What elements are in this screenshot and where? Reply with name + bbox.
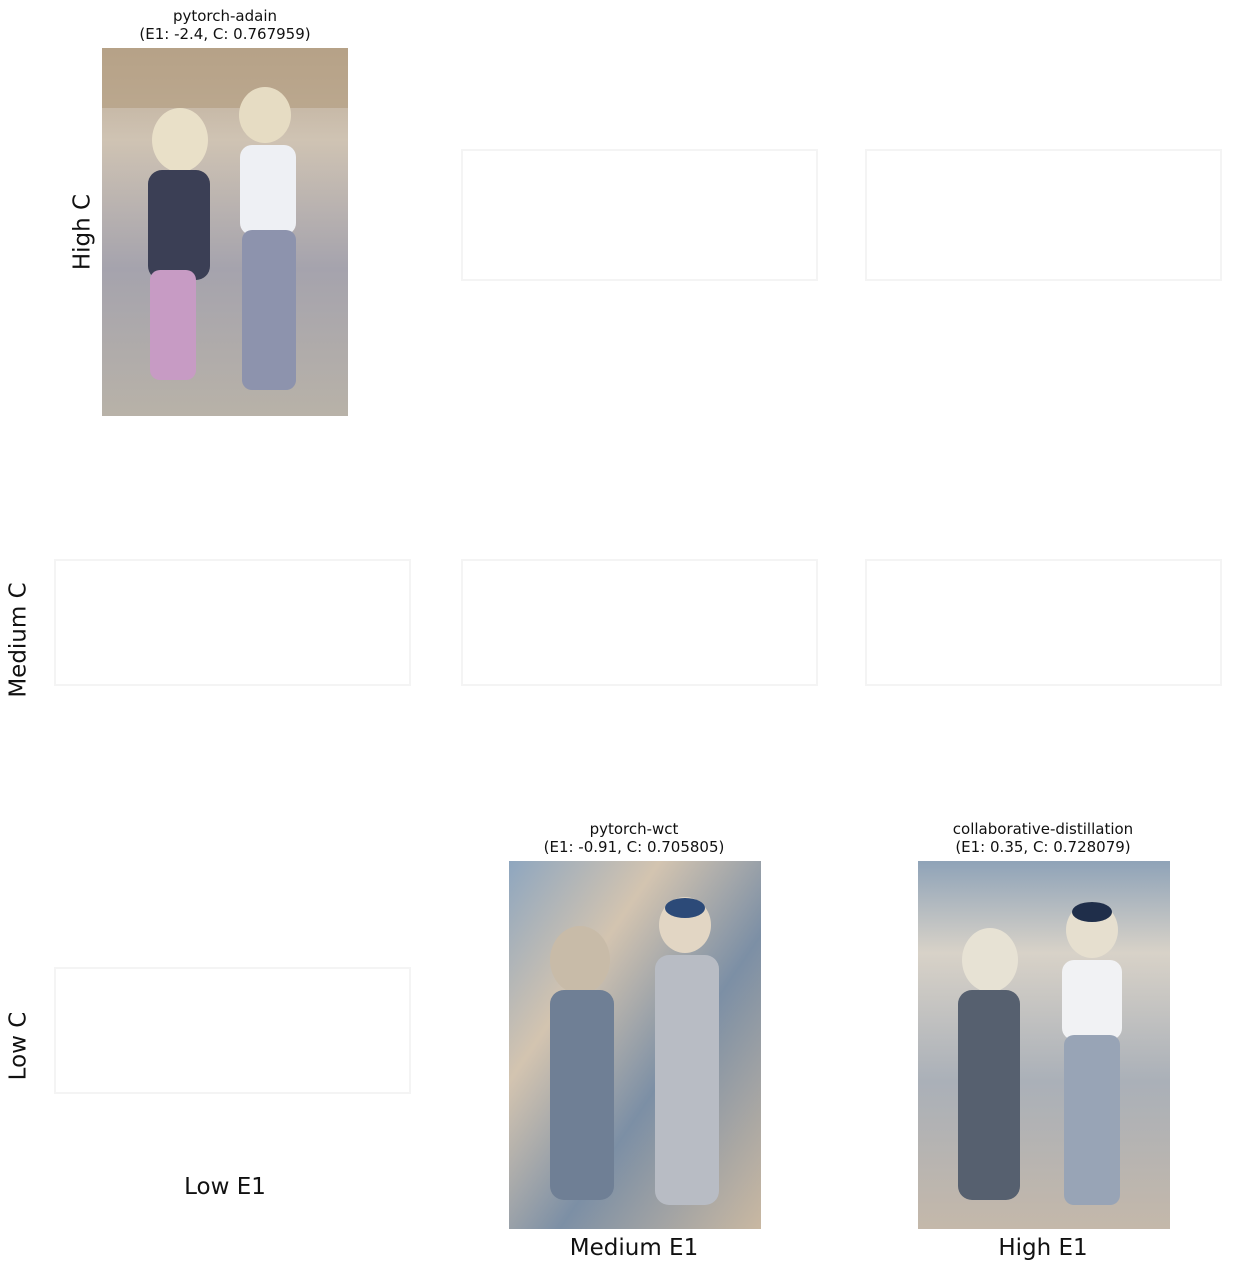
panel-title: (E1: 0.35, C: 0.728079)	[955, 838, 1130, 856]
panel-title: (E1: -0.91, C: 0.705805)	[544, 838, 725, 856]
row-label: Medium C	[6, 582, 32, 697]
panel-title: pytorch-wct	[590, 820, 679, 838]
col-label: Low E1	[184, 1174, 266, 1200]
col-label: Medium E1	[570, 1235, 698, 1261]
panel-title: collaborative-distillation	[953, 820, 1133, 838]
row-label: Low C	[6, 1012, 32, 1081]
panel-title: pytorch-adain	[173, 7, 277, 25]
image-adain	[102, 48, 348, 416]
row-label: High C	[70, 194, 96, 270]
image-wct	[509, 861, 761, 1229]
image-cd	[918, 861, 1170, 1229]
panel-title: (E1: -2.4, C: 0.767959)	[139, 25, 310, 43]
ghost-panels	[54, 149, 1222, 1094]
col-label: High E1	[998, 1235, 1087, 1261]
